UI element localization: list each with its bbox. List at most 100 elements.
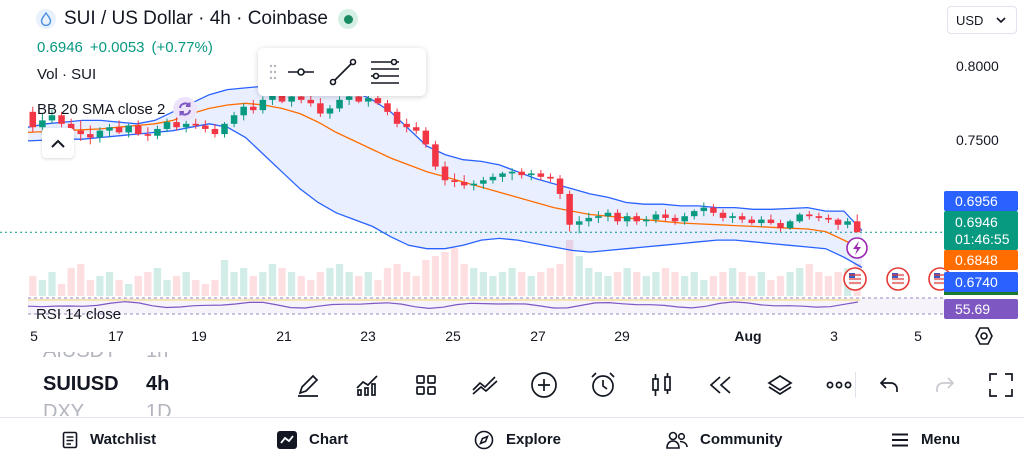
trend-line-icon[interactable]: [322, 52, 364, 92]
candle-body: [221, 123, 228, 135]
candle-body: [700, 207, 708, 212]
bar-style-icon[interactable]: [636, 366, 688, 404]
candle-body: [748, 219, 756, 224]
nav-community[interactable]: Community: [666, 431, 783, 449]
volume-bar: [661, 268, 670, 296]
indicators-icon[interactable]: [341, 366, 393, 404]
replay-icon[interactable]: [695, 366, 747, 404]
candle-body: [48, 115, 56, 121]
candle-body: [365, 98, 372, 102]
volume-bar: [537, 272, 545, 296]
market-status-icon[interactable]: [338, 9, 358, 29]
nav-chart[interactable]: Chart: [277, 430, 348, 449]
candle-body: [77, 130, 84, 135]
candle-body: [815, 216, 823, 218]
volume-label: Vol · SUI: [37, 66, 97, 83]
nav-watchlist[interactable]: Watchlist: [62, 431, 156, 449]
sui-logo-icon: [36, 9, 56, 29]
volume-bar: [757, 272, 765, 296]
candle-body: [566, 193, 573, 225]
price-axis-label: 0.7500: [956, 132, 999, 148]
basis-tag: 0.6848: [944, 250, 1018, 270]
chart-icon: [277, 430, 297, 449]
fib-levels-icon[interactable]: [364, 52, 406, 92]
price-change: +0.0053: [89, 39, 145, 56]
volume-bar: [355, 276, 363, 296]
volume-bar: [585, 268, 593, 296]
volume-bar: [824, 276, 833, 296]
symbol-legend[interactable]: SUI / US Dollar · 4h · Coinbase: [36, 8, 358, 30]
volume-bar: [470, 268, 478, 296]
undo-icon[interactable]: [864, 366, 914, 404]
volume-bar: [652, 272, 660, 296]
compass-icon: [474, 430, 494, 450]
time-axis-label: 21: [276, 328, 292, 344]
alert-icon[interactable]: [577, 366, 629, 404]
candle-body: [307, 99, 315, 104]
candle-body: [154, 128, 161, 136]
redo-icon[interactable]: [920, 366, 970, 404]
last-price-value: 0.6946: [955, 214, 998, 230]
volume-bar: [144, 272, 152, 296]
bollinger-legend[interactable]: BB 20 SMA close 2: [37, 97, 198, 121]
history-toolbar: [855, 366, 1024, 404]
candle-body: [39, 120, 46, 128]
templates-icon[interactable]: [400, 366, 452, 404]
volume-bar: [815, 272, 823, 296]
drawing-toolbar[interactable]: [258, 48, 426, 96]
volume-bar: [182, 272, 190, 296]
candle-body: [738, 216, 746, 220]
candle-body: [690, 211, 698, 217]
toolbar-divider: [855, 372, 856, 398]
candle-body: [719, 212, 727, 218]
symbol-item[interactable]: DXY 1D: [43, 401, 172, 416]
candle-body: [825, 217, 832, 220]
currency-select[interactable]: USD: [947, 6, 1017, 34]
layers-icon[interactable]: [754, 366, 806, 404]
candle-body: [134, 125, 142, 135]
collapse-legend-button[interactable]: [42, 128, 74, 158]
more-icon[interactable]: [813, 366, 865, 404]
lightning-bolt-icon: [853, 241, 861, 255]
candle-body: [508, 171, 516, 174]
volume-bar: [326, 268, 334, 296]
nav-explore[interactable]: Explore: [474, 430, 561, 450]
compare-icon[interactable]: [459, 366, 511, 404]
candle-body: [806, 214, 813, 217]
symbol-item[interactable]: AIUSDT 1h: [43, 352, 168, 363]
volume-bar: [287, 272, 296, 296]
community-icon: [666, 431, 688, 449]
price-axis-label: 0.8000: [956, 58, 999, 74]
volume-legend[interactable]: Vol · SUI: [37, 66, 96, 83]
volume-bar: [67, 268, 75, 296]
candle-body: [710, 207, 717, 213]
volume-bar: [105, 272, 114, 296]
volume-bar: [681, 276, 689, 296]
pencil-icon[interactable]: [282, 366, 334, 404]
candle-body: [671, 217, 679, 222]
indicator-label: BB 20 SMA close 2: [37, 100, 166, 118]
candle-body: [355, 96, 362, 102]
price-chart[interactable]: [0, 0, 1024, 352]
chart-settings-icon[interactable]: [974, 326, 994, 351]
volume-bar: [431, 256, 440, 296]
rsi-legend[interactable]: RSI 14 close: [36, 306, 122, 323]
candle-body: [844, 221, 851, 225]
chart-area[interactable]: SUI / US Dollar · 4h · Coinbase 0.6946 +…: [0, 0, 1024, 352]
candle-body: [115, 127, 123, 133]
symbol-switcher[interactable]: AIUSDT 1h SUIUSD 4h DXY 1D: [0, 352, 220, 416]
candle-body: [729, 216, 736, 218]
fullscreen-icon[interactable]: [976, 366, 1024, 404]
add-icon[interactable]: [518, 366, 570, 404]
refresh-icon[interactable]: [173, 97, 198, 121]
volume-bar: [96, 276, 104, 296]
volume-bar: [700, 280, 708, 296]
horizontal-ray-icon[interactable]: [280, 52, 322, 92]
candle-body: [758, 219, 765, 224]
volume-bar: [29, 276, 37, 296]
nav-menu[interactable]: Menu: [891, 431, 960, 448]
symbol-item-active[interactable]: SUIUSD 4h: [43, 373, 170, 395]
drag-handle-icon[interactable]: [266, 64, 280, 80]
candle-body: [403, 123, 410, 128]
